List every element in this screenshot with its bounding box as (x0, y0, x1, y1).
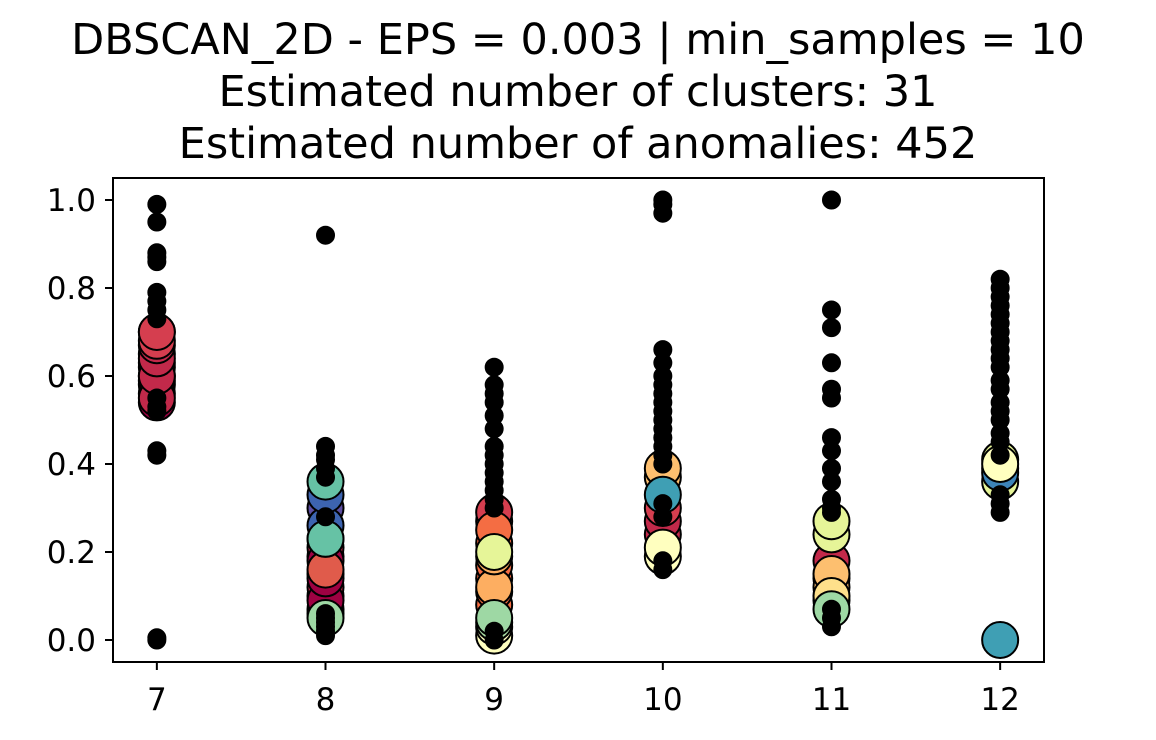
x-tick-label-4: 11 (812, 682, 851, 718)
x-tick-label-1: 8 (316, 682, 336, 718)
anomaly-point-4-5 (821, 489, 841, 509)
anomaly-point-0-1 (147, 628, 167, 648)
anomaly-point-0-10 (147, 282, 167, 302)
anomaly-point-0-3 (147, 441, 167, 461)
y-tick-label-0: 0.0 (47, 623, 96, 659)
y-tick-label-2: 0.4 (47, 447, 96, 483)
anomaly-point-5-21 (990, 269, 1010, 289)
anomaly-point-3-3 (653, 494, 673, 514)
chart-title: DBSCAN_2D - EPS = 0.003 | min_samples = … (71, 15, 1085, 65)
anomaly-point-4-7 (821, 458, 841, 478)
y-tick-label-5: 1.0 (47, 183, 96, 219)
cluster-point-29-0 (981, 621, 1020, 659)
anomaly-point-0-14 (147, 212, 167, 232)
chart-title-block: DBSCAN_2D - EPS = 0.003 | min_samples = … (0, 14, 1156, 170)
x-axis: 7 8 9 10 11 12 (147, 662, 1020, 718)
x-tick-label-5: 12 (980, 682, 1019, 718)
x-tick-label-2: 9 (484, 682, 504, 718)
anomaly-point-0-15 (147, 194, 167, 214)
anomaly-point-2-14 (484, 375, 504, 395)
anomaly-point-4-9 (821, 428, 841, 448)
anomaly-point-5-2 (990, 485, 1010, 505)
anomaly-point-1-6 (316, 507, 336, 527)
anomaly-point-4-11 (821, 379, 841, 399)
anomaly-point-1-11 (316, 436, 336, 456)
y-tick-label-1: 0.2 (47, 535, 96, 571)
anomaly-point-2-9 (484, 436, 504, 456)
chart-subtitle-anomalies: Estimated number of anomalies: 452 (178, 119, 978, 169)
anomaly-point-4-13 (821, 318, 841, 338)
anomaly-point-4-15 (821, 190, 841, 210)
x-tick-label-3: 10 (643, 682, 682, 718)
anomaly-point-2-15 (484, 357, 504, 377)
anomaly-point-1-5 (316, 604, 336, 624)
y-tick-label-4: 0.8 (47, 271, 96, 307)
anomaly-point-2-1 (484, 621, 504, 641)
x-tick-label-0: 7 (147, 682, 167, 718)
anomaly-point-4-2 (821, 599, 841, 619)
anomaly-point-0-6 (147, 388, 167, 408)
y-axis: 0.0 0.2 0.4 0.6 0.8 1.0 (47, 183, 113, 659)
anomaly-point-3-16 (653, 340, 673, 360)
anomaly-point-0-13 (147, 243, 167, 263)
cluster-point-13-0 (475, 533, 514, 571)
chart-subtitle-clusters: Estimated number of clusters: 31 (218, 67, 938, 117)
anomaly-point-3-1 (653, 551, 673, 571)
plot-marks (137, 190, 1020, 659)
anomaly-point-4-14 (821, 300, 841, 320)
anomaly-point-3-19 (653, 190, 673, 210)
anomaly-point-4-12 (821, 353, 841, 373)
y-tick-label-3: 0.6 (47, 359, 96, 395)
axes-frame (112, 177, 1045, 663)
anomaly-point-1-12 (316, 225, 336, 245)
